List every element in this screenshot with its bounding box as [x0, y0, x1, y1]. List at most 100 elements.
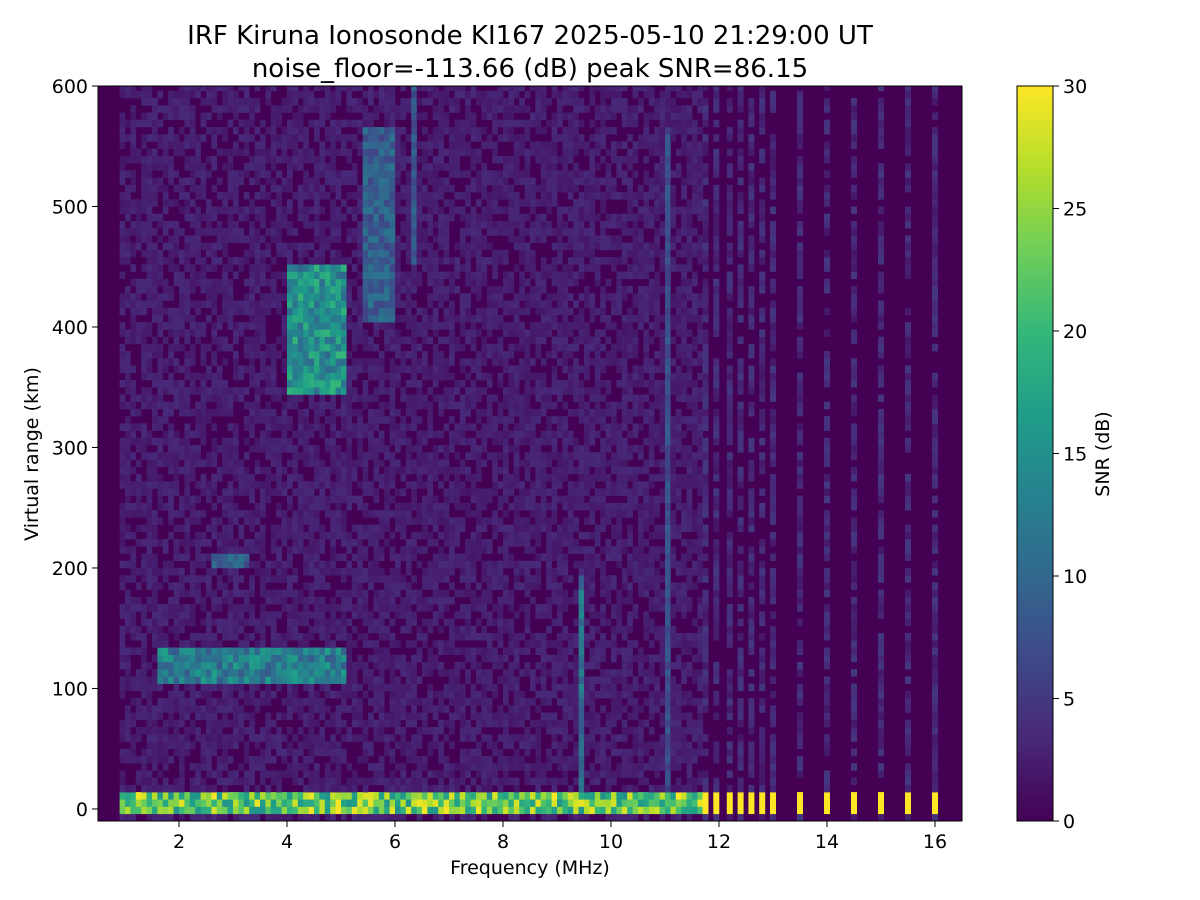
heatmap-cell [211, 452, 218, 460]
heatmap-cell [319, 148, 326, 157]
heatmap-cell [470, 329, 477, 337]
heatmap-cell [179, 105, 185, 113]
heatmap-cell [135, 206, 142, 215]
heatmap-cell [481, 98, 488, 106]
heatmap-cell [130, 683, 137, 692]
heatmap-cell [119, 473, 126, 482]
heatmap-cell [233, 452, 239, 460]
heatmap-cell [200, 676, 207, 684]
heatmap-cell [335, 705, 342, 713]
heatmap-cell [243, 727, 250, 735]
heatmap-cell [265, 748, 272, 757]
heatmap-cell [287, 763, 293, 771]
heatmap-cell [243, 278, 250, 287]
heatmap-cell [297, 640, 304, 648]
heatmap-cell [281, 734, 288, 742]
heatmap-cell [335, 206, 342, 215]
heatmap-cell [438, 163, 444, 171]
heatmap-cell [459, 517, 466, 525]
heatmap-cell [303, 329, 309, 337]
heatmap-cell [481, 799, 488, 807]
heatmap-cell [135, 676, 142, 684]
heatmap-cell [422, 329, 428, 337]
heatmap-cell [281, 792, 288, 800]
heatmap-cell [330, 199, 336, 207]
heatmap-cell [378, 177, 385, 186]
heatmap-cell [378, 235, 385, 243]
heatmap-cell [470, 727, 477, 735]
heatmap-cell [260, 690, 266, 699]
heatmap-cell [135, 502, 142, 511]
heatmap-cell [486, 228, 493, 236]
heatmap-cell [373, 466, 380, 475]
heatmap-cell [362, 430, 369, 439]
heatmap-cell [314, 98, 320, 106]
heatmap-cell [330, 647, 336, 656]
heatmap-cell [260, 755, 266, 764]
heatmap-cell [238, 813, 245, 821]
heatmap-cell [238, 727, 245, 735]
heatmap-cell [411, 654, 417, 663]
heatmap-cell [222, 748, 228, 757]
heatmap-cell [173, 604, 180, 612]
heatmap-cell [292, 524, 299, 533]
heatmap-cell [211, 184, 218, 193]
heatmap-cell [200, 300, 207, 309]
heatmap-cell [395, 343, 401, 352]
heatmap-cell [384, 734, 390, 742]
heatmap-cell [454, 98, 461, 106]
heatmap-cell [254, 177, 261, 186]
heatmap-cell [303, 582, 309, 590]
heatmap-cell [486, 293, 493, 301]
heatmap-cell [195, 806, 201, 815]
heatmap-cell [486, 669, 493, 677]
heatmap-cell [260, 763, 266, 771]
heatmap-cell [173, 271, 180, 280]
heatmap-cell [270, 799, 277, 807]
heatmap-cell [211, 394, 218, 402]
heatmap-cell [378, 575, 385, 583]
heatmap-cell [308, 351, 315, 359]
heatmap-cell [405, 582, 412, 590]
heatmap-cell [135, 770, 142, 778]
heatmap-cell [146, 148, 153, 157]
heatmap-cell [287, 278, 293, 287]
heatmap-cell [357, 300, 363, 309]
heatmap-cell [281, 408, 288, 417]
heatmap-cell [405, 257, 412, 265]
heatmap-cell [357, 553, 363, 562]
heatmap-cell [243, 647, 250, 656]
heatmap-cell [335, 604, 342, 612]
heatmap-cell [389, 719, 396, 728]
heatmap-cell [362, 401, 369, 410]
heatmap-cell [233, 510, 239, 518]
heatmap-cell [157, 625, 164, 634]
heatmap-cell [384, 596, 390, 605]
heatmap-cell [368, 748, 374, 757]
heatmap-cell [141, 351, 147, 359]
heatmap-cell [270, 575, 277, 583]
heatmap-cell [141, 343, 147, 352]
heatmap-cell [389, 777, 396, 786]
heatmap-cell [135, 712, 142, 721]
heatmap-cell [135, 155, 142, 164]
heatmap-cell [378, 553, 385, 562]
heatmap-cell [319, 86, 326, 92]
heatmap-cell [184, 640, 191, 648]
heatmap-cell [411, 669, 417, 677]
heatmap-cell [373, 170, 380, 178]
heatmap-cell [276, 575, 282, 583]
heatmap-cell [119, 228, 126, 236]
heatmap-cell [405, 271, 412, 280]
heatmap-cell [411, 676, 417, 684]
heatmap-cell [378, 163, 385, 171]
heatmap-cell [227, 98, 234, 106]
heatmap-cell [368, 510, 374, 518]
heatmap-cell [308, 734, 315, 742]
heatmap-cell [330, 488, 336, 496]
heatmap-cell [168, 459, 174, 468]
heatmap-cell [454, 286, 461, 294]
heatmap-cell [168, 466, 174, 475]
heatmap-cell [341, 423, 347, 431]
heatmap-cell [308, 90, 315, 99]
